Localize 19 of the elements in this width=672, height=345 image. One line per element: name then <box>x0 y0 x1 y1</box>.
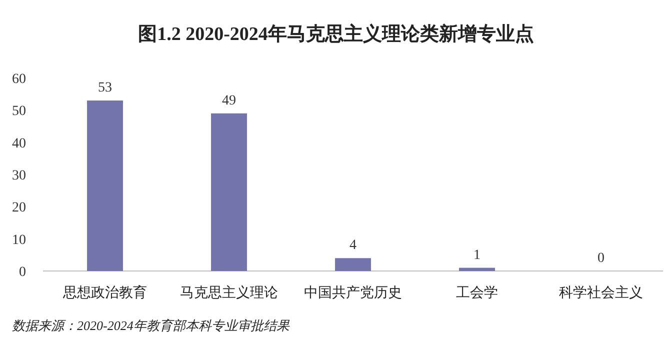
x-tick-label: 马克思主义理论 <box>180 285 278 301</box>
y-tick-label: 60 <box>12 72 26 87</box>
data-label: 1 <box>474 248 480 263</box>
y-tick-label: 40 <box>12 136 26 152</box>
data-label: 0 <box>598 251 604 266</box>
y-tick-label: 0 <box>19 265 26 280</box>
data-label: 49 <box>222 93 236 108</box>
x-tick-label: 科学社会主义 <box>559 285 643 301</box>
source-note: 数据来源：2020-2024年教育部本科专业审批结果 <box>12 318 290 333</box>
y-tick-label: 30 <box>12 168 26 184</box>
y-tick-label: 10 <box>12 232 26 248</box>
data-label: 4 <box>350 238 356 254</box>
chart-title: 图1.2 2020-2024年马克思主义理论类新增专业点 <box>138 23 534 45</box>
x-tick-label: 工会学 <box>456 285 498 301</box>
y-tick-label: 50 <box>12 104 26 120</box>
y-tick-label: 20 <box>12 200 26 216</box>
x-tick-label: 思想政治教育 <box>62 284 147 301</box>
data-label: 53 <box>98 80 112 96</box>
x-tick-label: 中国共产党历史 <box>304 285 402 301</box>
